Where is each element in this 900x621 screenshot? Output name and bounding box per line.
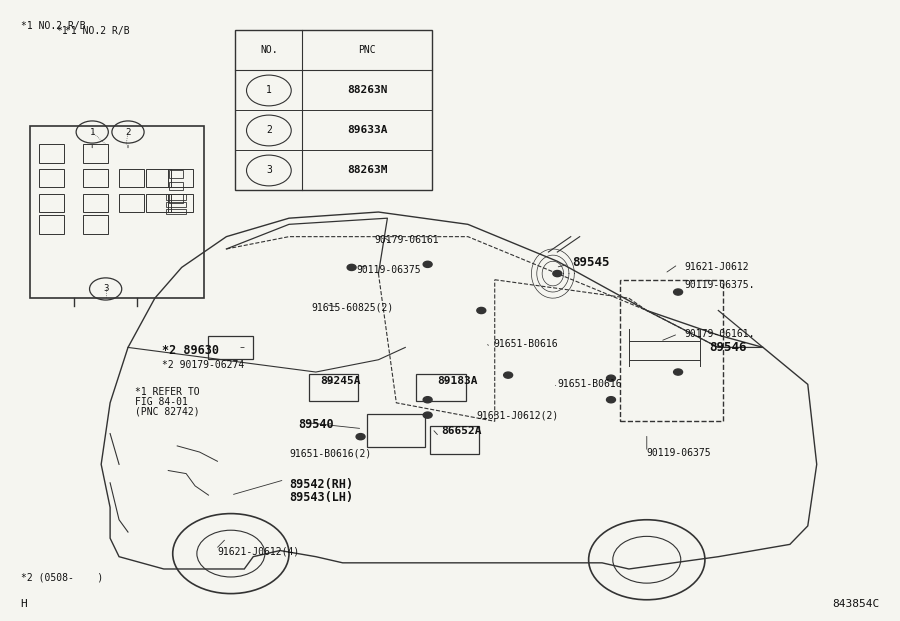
Text: 89245A: 89245A bbox=[320, 376, 361, 386]
Bar bbox=[146, 169, 171, 188]
Bar bbox=[39, 144, 64, 163]
Bar bbox=[39, 194, 64, 212]
Bar bbox=[39, 169, 64, 188]
Circle shape bbox=[504, 372, 513, 378]
Text: *2 (0508-    ): *2 (0508- ) bbox=[21, 572, 103, 582]
Text: *1 NO.2 R/B: *1 NO.2 R/B bbox=[21, 21, 86, 31]
Circle shape bbox=[423, 261, 432, 268]
Circle shape bbox=[356, 433, 365, 440]
Bar bbox=[119, 194, 144, 212]
Bar bbox=[235, 30, 432, 191]
Text: 91621-J0612(4): 91621-J0612(4) bbox=[218, 546, 300, 557]
Bar bbox=[367, 414, 426, 448]
Text: 3: 3 bbox=[103, 284, 108, 294]
Bar bbox=[430, 426, 479, 453]
Bar bbox=[166, 194, 186, 200]
Bar bbox=[169, 170, 183, 178]
Text: 91651-B0616(2): 91651-B0616(2) bbox=[289, 448, 371, 458]
Text: 91631-J0612(2): 91631-J0612(2) bbox=[477, 410, 559, 420]
Text: *1: *1 bbox=[57, 26, 68, 36]
Bar bbox=[84, 215, 108, 233]
Text: FIG 84-01: FIG 84-01 bbox=[135, 397, 188, 407]
Text: H: H bbox=[21, 599, 27, 609]
Text: 89542(RH): 89542(RH) bbox=[289, 478, 353, 491]
Circle shape bbox=[673, 369, 682, 375]
Bar bbox=[30, 126, 204, 298]
Bar bbox=[166, 202, 186, 207]
Text: 88263N: 88263N bbox=[347, 86, 388, 96]
Circle shape bbox=[553, 271, 562, 276]
Bar bbox=[417, 374, 465, 401]
Circle shape bbox=[423, 412, 432, 418]
Text: 2: 2 bbox=[266, 125, 272, 135]
Text: 91621-J0612: 91621-J0612 bbox=[684, 263, 749, 273]
Text: 90119-06375: 90119-06375 bbox=[356, 266, 420, 276]
Text: 89546: 89546 bbox=[709, 341, 747, 354]
Text: 90179-06161: 90179-06161 bbox=[374, 235, 438, 245]
Bar bbox=[309, 374, 358, 401]
Text: 89543(LH): 89543(LH) bbox=[289, 491, 353, 504]
Bar bbox=[84, 169, 108, 188]
Text: 88263M: 88263M bbox=[347, 165, 388, 176]
Text: *1 NO.2 R/B: *1 NO.2 R/B bbox=[66, 26, 130, 36]
Text: 91651-B0616: 91651-B0616 bbox=[557, 379, 622, 389]
Text: 89540: 89540 bbox=[298, 418, 334, 431]
Text: 91615-60825(2): 91615-60825(2) bbox=[311, 302, 393, 312]
Circle shape bbox=[607, 375, 616, 381]
Bar bbox=[168, 194, 194, 212]
Text: NO.: NO. bbox=[260, 45, 278, 55]
Text: 89183A: 89183A bbox=[437, 376, 478, 386]
Text: 89633A: 89633A bbox=[347, 125, 388, 135]
Bar bbox=[169, 182, 183, 191]
Text: PNC: PNC bbox=[358, 45, 376, 55]
Text: 86652A: 86652A bbox=[441, 425, 482, 435]
Text: 90179-06161.: 90179-06161. bbox=[684, 329, 755, 339]
Bar bbox=[166, 209, 186, 214]
Text: 843854C: 843854C bbox=[832, 599, 879, 609]
Circle shape bbox=[673, 289, 682, 295]
Text: 1: 1 bbox=[89, 127, 94, 137]
Text: *1 REFER TO: *1 REFER TO bbox=[135, 387, 200, 397]
Bar bbox=[39, 215, 64, 233]
Text: *2 89630: *2 89630 bbox=[162, 344, 219, 357]
Text: 91651-B0616: 91651-B0616 bbox=[493, 339, 558, 350]
Text: 89545: 89545 bbox=[572, 256, 610, 269]
Bar bbox=[209, 336, 253, 359]
Bar bbox=[620, 279, 723, 421]
Bar bbox=[84, 194, 108, 212]
Text: 90119-06375: 90119-06375 bbox=[647, 448, 711, 458]
Text: 2: 2 bbox=[125, 127, 130, 137]
Bar bbox=[169, 194, 183, 203]
Circle shape bbox=[423, 397, 432, 403]
Circle shape bbox=[607, 397, 616, 403]
Bar bbox=[84, 144, 108, 163]
Bar bbox=[168, 169, 194, 188]
Text: (PNC 82742): (PNC 82742) bbox=[135, 406, 200, 417]
Circle shape bbox=[347, 265, 356, 271]
Text: *2 90179-06274: *2 90179-06274 bbox=[162, 360, 244, 369]
Text: 3: 3 bbox=[266, 165, 272, 176]
Text: 90119-06375.: 90119-06375. bbox=[684, 279, 755, 289]
Text: 1: 1 bbox=[266, 86, 272, 96]
Circle shape bbox=[477, 307, 486, 314]
Bar bbox=[146, 194, 171, 212]
Bar bbox=[119, 169, 144, 188]
